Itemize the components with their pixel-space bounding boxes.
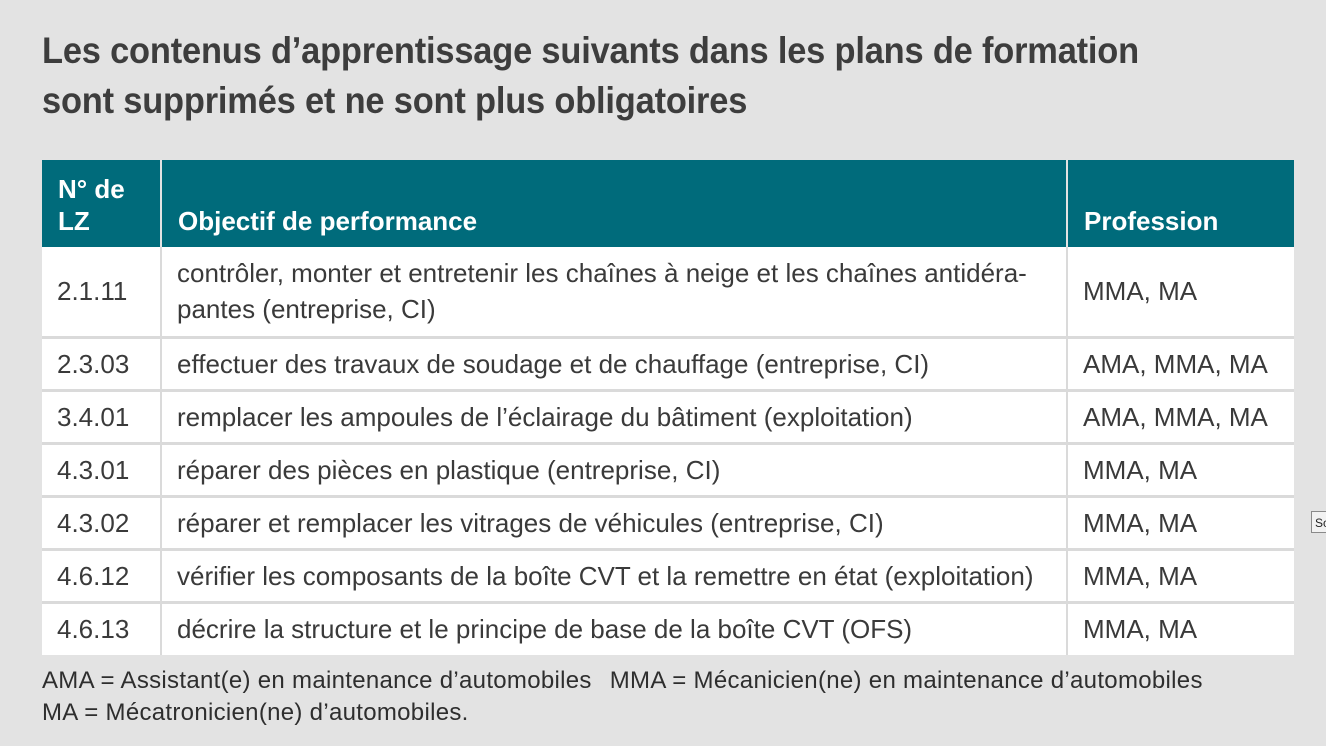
legend-ma: MA = Mécatronicien(ne) d’automobiles.: [42, 699, 469, 726]
profession: MMA, MA: [1066, 547, 1294, 602]
legend-ama: AMA = Assistant(e) en maintenance d’auto…: [42, 667, 592, 694]
profession: AMA, MMA, MA: [1066, 335, 1294, 390]
legend-mma: MMA = Mécanicien(ne) en maintenance d’au…: [609, 667, 1203, 694]
lz-number: 3.4.01: [42, 388, 161, 443]
tooltip-fragment: Sc: [1311, 511, 1326, 533]
table-header-row: N° de LZ Objectif de performance Professi…: [42, 160, 1294, 247]
lz-number: 4.6.12: [42, 547, 161, 602]
lz-number: 4.3.01: [42, 441, 161, 496]
header-objective: Objectif de performance: [160, 160, 1067, 247]
performance-objective: réparer et remplacer les vitrages de véh…: [160, 494, 1067, 549]
learning-content-table: N° de LZ Objectif de performance Professi…: [42, 160, 1294, 655]
table-row: 3.4.01 remplacer les ampoules de l’éclai…: [42, 388, 1294, 443]
profession: MMA, MA: [1066, 494, 1294, 549]
lz-number: 4.3.02: [42, 494, 161, 549]
performance-objective: effectuer des travaux de soudage et de c…: [160, 335, 1067, 390]
performance-objective: remplacer les ampoules de l’éclairage du…: [160, 388, 1067, 443]
header-lz-number: N° de LZ: [58, 174, 125, 236]
table-row: 4.6.12 vérifier les composants de la boî…: [42, 547, 1294, 602]
profession: MMA, MA: [1066, 600, 1294, 655]
header-profession: Profession: [1066, 160, 1294, 247]
table-row: 4.6.13 décrire la structure et le princi…: [42, 600, 1294, 655]
profession: AMA, MMA, MA: [1066, 388, 1294, 443]
table-row: 4.3.01 réparer des pièces en plastique (…: [42, 441, 1294, 496]
performance-objective: réparer des pièces en plastique (entrepr…: [160, 441, 1067, 496]
performance-objective: vérifier les composants de la boîte CVT …: [160, 547, 1067, 602]
profession: MMA, MA: [1066, 247, 1294, 337]
performance-objective: contrôler, monter et entretenir les chaî…: [160, 247, 1067, 337]
lz-number: 2.3.03: [42, 335, 161, 390]
table-row: 4.3.02 réparer et remplacer les vitrages…: [42, 494, 1294, 549]
page-title: Les contenus d’apprentissage suivants da…: [42, 30, 1139, 121]
table-row: 2.3.03 effectuer des travaux de soudage …: [42, 335, 1294, 390]
footnote-legend: AMA = Assistant(e) en maintenance d’auto…: [42, 665, 1312, 729]
lz-number: 2.1.11: [57, 276, 128, 307]
profession: MMA, MA: [1066, 441, 1294, 496]
table-row: 2.1.11 contrôler, monter et entretenir l…: [42, 247, 1294, 337]
performance-objective: décrire la structure et le principe de b…: [160, 600, 1067, 655]
lz-number: 4.6.13: [42, 600, 161, 655]
